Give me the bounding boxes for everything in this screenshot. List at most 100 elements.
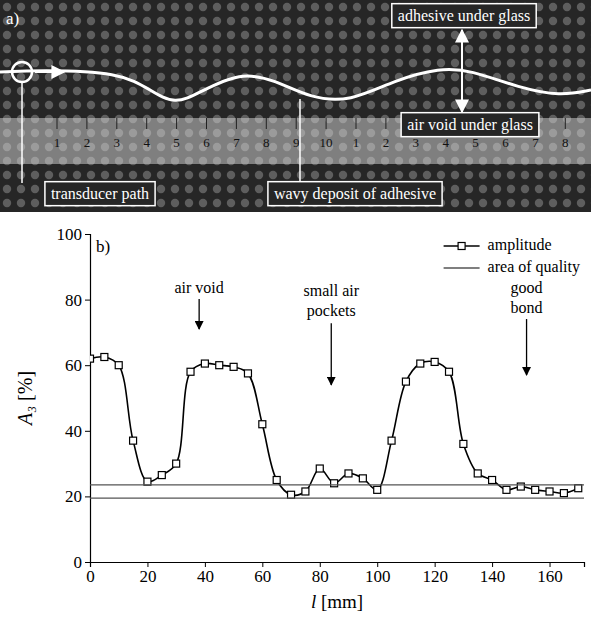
- y-tick-label: 100: [57, 225, 83, 244]
- marker: [532, 486, 539, 493]
- panel-label: a): [6, 9, 19, 28]
- marker: [302, 488, 309, 495]
- ruler-label: 1: [353, 135, 360, 150]
- x-tick: 80: [312, 562, 329, 586]
- ruler-label: 2: [383, 135, 390, 150]
- y-axis-title: A₃ [%]: [14, 371, 36, 427]
- marker: [489, 477, 496, 484]
- photo-label: wavy deposit of adhesive: [268, 182, 442, 206]
- series-line: [90, 357, 578, 495]
- marker: [201, 360, 208, 367]
- x-tick: 100: [365, 562, 391, 586]
- ruler-tick: [236, 118, 237, 129]
- marker: [115, 362, 122, 369]
- x-tick: 60: [254, 562, 271, 586]
- marker: [359, 475, 366, 482]
- y-tick-mark: [85, 562, 90, 563]
- quality-line: [90, 484, 584, 485]
- annotation: air void: [174, 279, 223, 329]
- x-tick: 40: [197, 562, 214, 586]
- ruler-label: 5: [173, 135, 180, 150]
- marker: [90, 355, 94, 362]
- legend: amplitude area of quality: [444, 236, 580, 276]
- transducer-path: [0, 69, 591, 100]
- annotation-text: air void: [174, 279, 223, 296]
- marker: [216, 362, 223, 369]
- y-tick-mark: [85, 300, 90, 301]
- y-tick: 80: [65, 291, 90, 310]
- label-box: [268, 182, 442, 206]
- marker: [546, 488, 553, 495]
- ruler-label: 6: [203, 135, 210, 150]
- ruler-label: 3: [114, 135, 121, 150]
- photo-label-text: air void under glass: [407, 116, 533, 134]
- y-tick-mark: [85, 431, 90, 432]
- photo-background: [0, 0, 591, 212]
- legend-marker: [458, 243, 465, 250]
- annotation: good bond: [511, 279, 543, 375]
- panel-label: b): [96, 237, 110, 256]
- x-axis: 0 20 40 60 80 100 120 140 160: [86, 562, 584, 586]
- x-tick: 0: [86, 562, 95, 586]
- x-tick-label: 120: [422, 567, 448, 586]
- x-tick-label: 20: [139, 567, 156, 586]
- marker: [575, 485, 582, 492]
- marker: [460, 440, 467, 447]
- legend-label: amplitude: [488, 236, 552, 254]
- y-tick: 60: [65, 356, 90, 375]
- photo-label: transducer path: [45, 182, 155, 206]
- ruler-label: 2: [84, 135, 91, 150]
- direction-arrow: [35, 71, 64, 73]
- legend-label: area of quality: [488, 258, 580, 276]
- legend-swatch: [444, 267, 480, 268]
- ruler-tick: [206, 118, 207, 129]
- ruler-tick: [176, 118, 177, 129]
- ruler-tick: [385, 118, 386, 129]
- annotation-arrow: [331, 323, 332, 385]
- photo-label: air void under glass: [401, 113, 539, 137]
- x-axis-line: [91, 563, 585, 568]
- y-tick-label: 40: [65, 422, 82, 441]
- ruler-tick: [326, 118, 327, 129]
- y-tick-label: 80: [65, 291, 82, 310]
- x-tick-label: 100: [365, 567, 391, 586]
- y-tick-label: 20: [65, 487, 82, 506]
- x-tick-label: 80: [312, 567, 329, 586]
- marker: [101, 354, 108, 361]
- x-tick-label: 160: [537, 567, 563, 586]
- y-tick: 20: [65, 487, 90, 506]
- x-tick: 20: [139, 562, 156, 586]
- y-tick-label: 0: [74, 553, 83, 572]
- x-tick-label: 0: [86, 567, 95, 586]
- x-tick-label: 140: [480, 567, 506, 586]
- y-tick-mark: [85, 234, 90, 235]
- ruler-tick: [356, 118, 357, 129]
- photo-label-text: transducer path: [51, 185, 149, 203]
- ruler-label: 4: [143, 135, 150, 150]
- ruler-label: 1: [54, 135, 61, 150]
- annotation-line: bond: [511, 299, 543, 316]
- marker: [273, 477, 280, 484]
- marker: [288, 491, 295, 498]
- annotation-text: small airpockets: [303, 282, 359, 320]
- y-tick: 100: [57, 225, 91, 244]
- marker: [187, 368, 194, 375]
- marker: [474, 470, 481, 477]
- marker: [259, 421, 266, 428]
- ruler-label: 8: [263, 135, 270, 150]
- plot-area: [90, 354, 584, 499]
- marker: [431, 358, 438, 365]
- leader-line: [299, 99, 301, 183]
- label-box: [401, 113, 539, 137]
- x-tick: 160: [537, 562, 563, 586]
- y-tick-mark: [85, 365, 90, 366]
- annotation-line: good: [511, 279, 543, 297]
- marker: [560, 490, 567, 497]
- x-tick-label: 40: [197, 567, 214, 586]
- y-axis: 0 20 40 60 80 100: [57, 225, 91, 572]
- y-tick-mark: [85, 496, 90, 497]
- title-part: [mm]: [316, 591, 363, 612]
- ruler-tick: [86, 118, 87, 129]
- marker: [388, 437, 395, 444]
- title-part: A₃: [14, 406, 36, 427]
